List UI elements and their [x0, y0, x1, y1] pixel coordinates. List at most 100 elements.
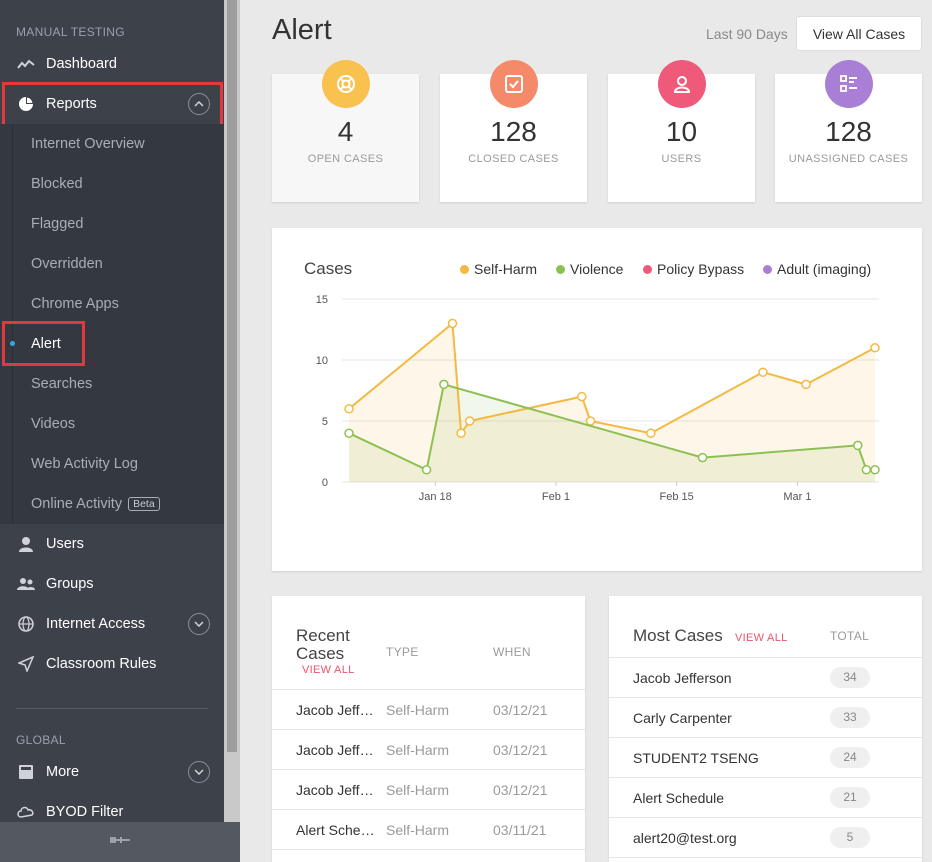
user-name: STUDENT2 TSENG — [633, 750, 759, 766]
stat-card-users[interactable]: 10 USERS — [608, 60, 755, 202]
list-item[interactable]: STUDENT2 TSENG 24 — [609, 737, 922, 777]
submenu-blocked[interactable]: Blocked — [31, 176, 83, 192]
sidebar-item-more[interactable]: More — [0, 752, 224, 792]
data-point — [447, 318, 458, 329]
total-badge: 24 — [830, 747, 870, 768]
total-badge: 33 — [830, 707, 870, 728]
table-row[interactable] — [272, 849, 585, 862]
stat-card-open-cases[interactable]: 4 OPEN CASES — [272, 60, 419, 202]
sidebar-item-users[interactable]: Users — [0, 524, 224, 564]
stat-label: OPEN CASES — [307, 153, 384, 165]
cases-chart-card: Cases Self-Harm Violence Policy Bypass A… — [272, 228, 922, 571]
page-title: Alert — [272, 14, 332, 46]
sidebar: MANUAL TESTING Dashboard Reports Interne… — [0, 0, 224, 862]
sidebar-item-reports[interactable]: Reports — [0, 84, 224, 124]
submenu-searches[interactable]: Searches — [31, 376, 93, 392]
sidebar-item-label: More — [46, 764, 80, 780]
case-user: Jacob Jefferson — [296, 782, 378, 798]
stat-value: 10 — [665, 116, 698, 147]
legend-label: Policy Bypass — [657, 261, 745, 277]
recent-cases-view-all-link[interactable]: VIEW ALL — [302, 664, 355, 676]
case-date: 03/12/21 — [493, 782, 548, 798]
y-tick-label: 0 — [322, 477, 328, 489]
sidebar-divider — [16, 708, 208, 709]
y-tick-label: 15 — [316, 294, 328, 306]
legend-violence[interactable]: Violence — [556, 261, 623, 277]
series-line — [348, 321, 876, 437]
most-cases-card: Most Cases VIEW ALL TOTAL Jacob Jefferso… — [609, 596, 922, 862]
data-point — [585, 416, 596, 426]
submenu-web-activity-log[interactable]: Web Activity Log — [31, 456, 138, 472]
x-tick-label: Jan 18 — [419, 491, 452, 503]
sidebar-item-dashboard[interactable]: Dashboard — [0, 44, 224, 84]
submenu-chrome-apps[interactable]: Chrome Apps — [31, 296, 119, 312]
legend-policy-bypass[interactable]: Policy Bypass — [643, 261, 744, 277]
submenu-flagged[interactable]: Flagged — [31, 216, 84, 232]
sidebar-item-label: Classroom Rules — [46, 656, 157, 672]
case-type: Self-Harm — [386, 742, 450, 758]
most-cases-view-all-link[interactable]: VIEW ALL — [735, 632, 788, 644]
collapse-handle-icon — [109, 833, 131, 851]
case-user: Jacob Jefferson — [296, 742, 378, 758]
list-item[interactable]: alert20@test.org 5 — [609, 817, 922, 857]
book-icon — [16, 764, 36, 780]
view-all-cases-button[interactable]: View All Cases — [796, 16, 922, 51]
data-point — [439, 379, 449, 390]
checklist-icon — [824, 60, 873, 108]
line-chart-icon — [16, 58, 36, 70]
case-user: Alert Schedule — [296, 822, 378, 838]
data-point — [861, 465, 872, 475]
submenu-alert[interactable]: Alert — [31, 336, 61, 352]
stat-value: 128 — [825, 116, 872, 147]
table-row[interactable]: Jacob Jefferson Self-Harm 03/12/21 — [272, 769, 585, 809]
legend-dot — [643, 264, 652, 274]
legend-dot — [763, 264, 772, 274]
list-item[interactable]: Alert Schedule 21 — [609, 777, 922, 817]
chevron-down-icon[interactable] — [188, 613, 210, 635]
sidebar-item-internet-access[interactable]: Internet Access — [0, 604, 224, 644]
y-tick-label: 5 — [322, 416, 328, 428]
case-date: 03/12/21 — [493, 702, 548, 718]
sidebar-collapse-button[interactable] — [0, 822, 240, 862]
most-cases-title: Most Cases — [633, 626, 723, 645]
submenu-overridden[interactable]: Overridden — [31, 256, 103, 272]
chart-title: Cases — [304, 259, 353, 278]
user-name: Carly Carpenter — [633, 710, 732, 726]
table-row[interactable]: Jacob Jefferson Self-Harm 03/12/21 — [272, 729, 585, 769]
case-date: 03/12/21 — [493, 742, 548, 758]
highlight-box — [2, 321, 85, 366]
submenu-online-activity[interactable]: Online Activity Beta — [0, 484, 224, 524]
stat-card-unassigned-cases[interactable]: 128 UNASSIGNED CASES — [775, 60, 922, 202]
submenu-videos[interactable]: Videos — [31, 416, 76, 432]
list-item[interactable]: Carly Carpenter 33 — [609, 697, 922, 737]
send-icon — [16, 656, 36, 672]
data-point — [464, 416, 475, 426]
sidebar-scrollbar-thumb[interactable] — [227, 0, 237, 752]
stat-value: 4 — [337, 116, 354, 147]
legend-adult-imaging[interactable]: Adult (imaging) — [763, 261, 871, 277]
submenu-internet-overview[interactable]: Internet Overview — [31, 136, 145, 152]
legend-self-harm[interactable]: Self-Harm — [460, 261, 537, 277]
stat-label: USERS — [661, 153, 702, 165]
stat-card-closed-cases[interactable]: 128 CLOSED CASES — [440, 60, 587, 202]
y-tick-label: 10 — [316, 355, 328, 367]
chevron-up-icon[interactable] — [188, 93, 210, 115]
sidebar-item-byod-filter[interactable]: BYOD Filter — [0, 792, 224, 832]
table-row[interactable]: Jacob Jefferson Self-Harm 03/12/21 — [272, 689, 585, 729]
data-point — [697, 452, 708, 463]
user-name: Alert Schedule — [633, 790, 725, 806]
globe-icon — [16, 616, 36, 632]
sidebar-item-label: Groups — [46, 576, 94, 592]
chevron-down-icon[interactable] — [188, 761, 210, 783]
sidebar-item-groups[interactable]: Groups — [0, 564, 224, 604]
column-header-when: WHEN — [493, 645, 531, 659]
list-item[interactable]: Jacob Jefferson 34 — [609, 657, 922, 697]
data-point — [758, 367, 768, 377]
sidebar-item-classroom-rules[interactable]: Classroom Rules — [0, 644, 224, 684]
pie-chart-icon — [16, 96, 36, 112]
table-row[interactable]: Alert Schedule Self-Harm 03/11/21 — [272, 809, 585, 849]
data-point — [344, 428, 354, 438]
x-tick-label: Feb 1 — [542, 491, 570, 503]
sidebar-item-label: Users — [46, 536, 84, 552]
list-item[interactable] — [609, 857, 922, 862]
